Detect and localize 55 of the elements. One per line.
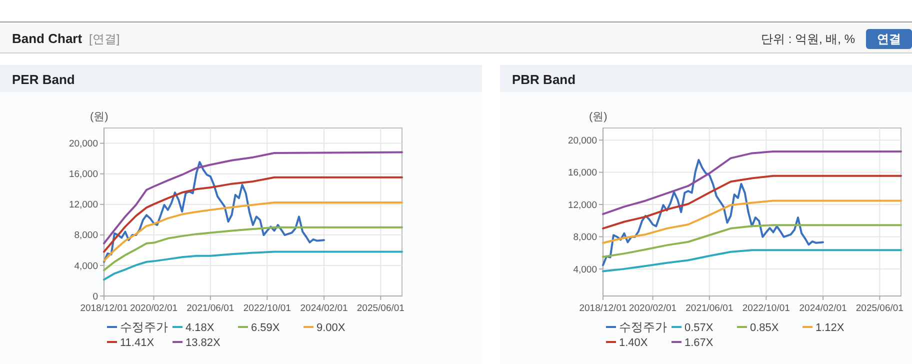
x-tick-label: 2024/02/01 xyxy=(300,303,348,314)
x-tick-label: 2025/06/01 xyxy=(356,303,404,314)
y-axis-title: (원) xyxy=(589,111,608,123)
x-tick-label: 2024/02/01 xyxy=(799,303,847,314)
line-series xyxy=(103,151,403,244)
y-tick-label: 12,000 xyxy=(568,200,597,211)
legend-label: 수정주가 xyxy=(120,320,168,334)
line-series xyxy=(602,150,902,216)
line-series xyxy=(103,202,403,262)
y-tick-label: 20,000 xyxy=(68,138,98,150)
y-tick-label: 16,000 xyxy=(568,168,597,179)
line-series xyxy=(602,200,902,244)
x-tick-label: 2018/12/01 xyxy=(80,303,128,314)
x-tick-label: 2020/02/01 xyxy=(628,303,677,314)
text: 연결 xyxy=(877,32,901,46)
legend-label: 수정주가 xyxy=(619,320,667,334)
legend-label: 11.41X xyxy=(120,336,155,349)
x-tick-label: 2021/06/01 xyxy=(186,303,234,314)
x-tick-label: 2018/12/01 xyxy=(579,303,627,314)
y-tick-label: 4,000 xyxy=(74,260,98,272)
legend-label: 6.59X xyxy=(251,322,280,334)
chart-title: PBR Band xyxy=(512,72,576,87)
y-tick-label: 8,000 xyxy=(573,232,597,244)
y-tick-label: 0 xyxy=(92,291,98,302)
legend-label: 9.00X xyxy=(316,322,346,334)
legend-label: 0.57X xyxy=(684,322,714,334)
line-series xyxy=(103,161,326,263)
line-series xyxy=(103,250,403,281)
line-series xyxy=(602,249,902,272)
x-tick-label: 2022/10/01 xyxy=(243,303,291,314)
y-tick-label: 12,000 xyxy=(68,200,98,211)
legend-label: 1.67X xyxy=(684,336,714,349)
x-tick-label: 2022/10/01 xyxy=(742,303,790,314)
legend-label: 4.18X xyxy=(186,322,215,334)
line-series xyxy=(103,226,403,272)
line-series xyxy=(602,224,902,258)
x-tick-label: 2021/06/01 xyxy=(686,303,734,314)
x-tick-label: 2025/06/01 xyxy=(856,303,904,314)
x-tick-label: 2020/02/01 xyxy=(130,303,178,314)
y-tick-label: 8,000 xyxy=(74,230,98,242)
line-series xyxy=(103,176,403,253)
legend-label: 13.82X xyxy=(186,336,222,349)
line-series xyxy=(602,158,824,266)
legend-label: 0.85X xyxy=(750,322,780,334)
chart-title: PER Band xyxy=(12,72,75,87)
y-tick-label: 4,000 xyxy=(573,264,597,276)
text: [연결] xyxy=(89,32,120,46)
y-tick-label: 16,000 xyxy=(68,169,98,180)
text: Band Chart xyxy=(12,31,83,46)
legend-label: 1.40X xyxy=(619,336,648,349)
line-series xyxy=(602,174,902,230)
legend-label: 1.12X xyxy=(816,322,845,334)
y-axis-title: (원) xyxy=(90,111,108,123)
y-tick-label: 20,000 xyxy=(568,135,597,146)
text: 단위 : 억원, 배, % xyxy=(760,32,856,46)
